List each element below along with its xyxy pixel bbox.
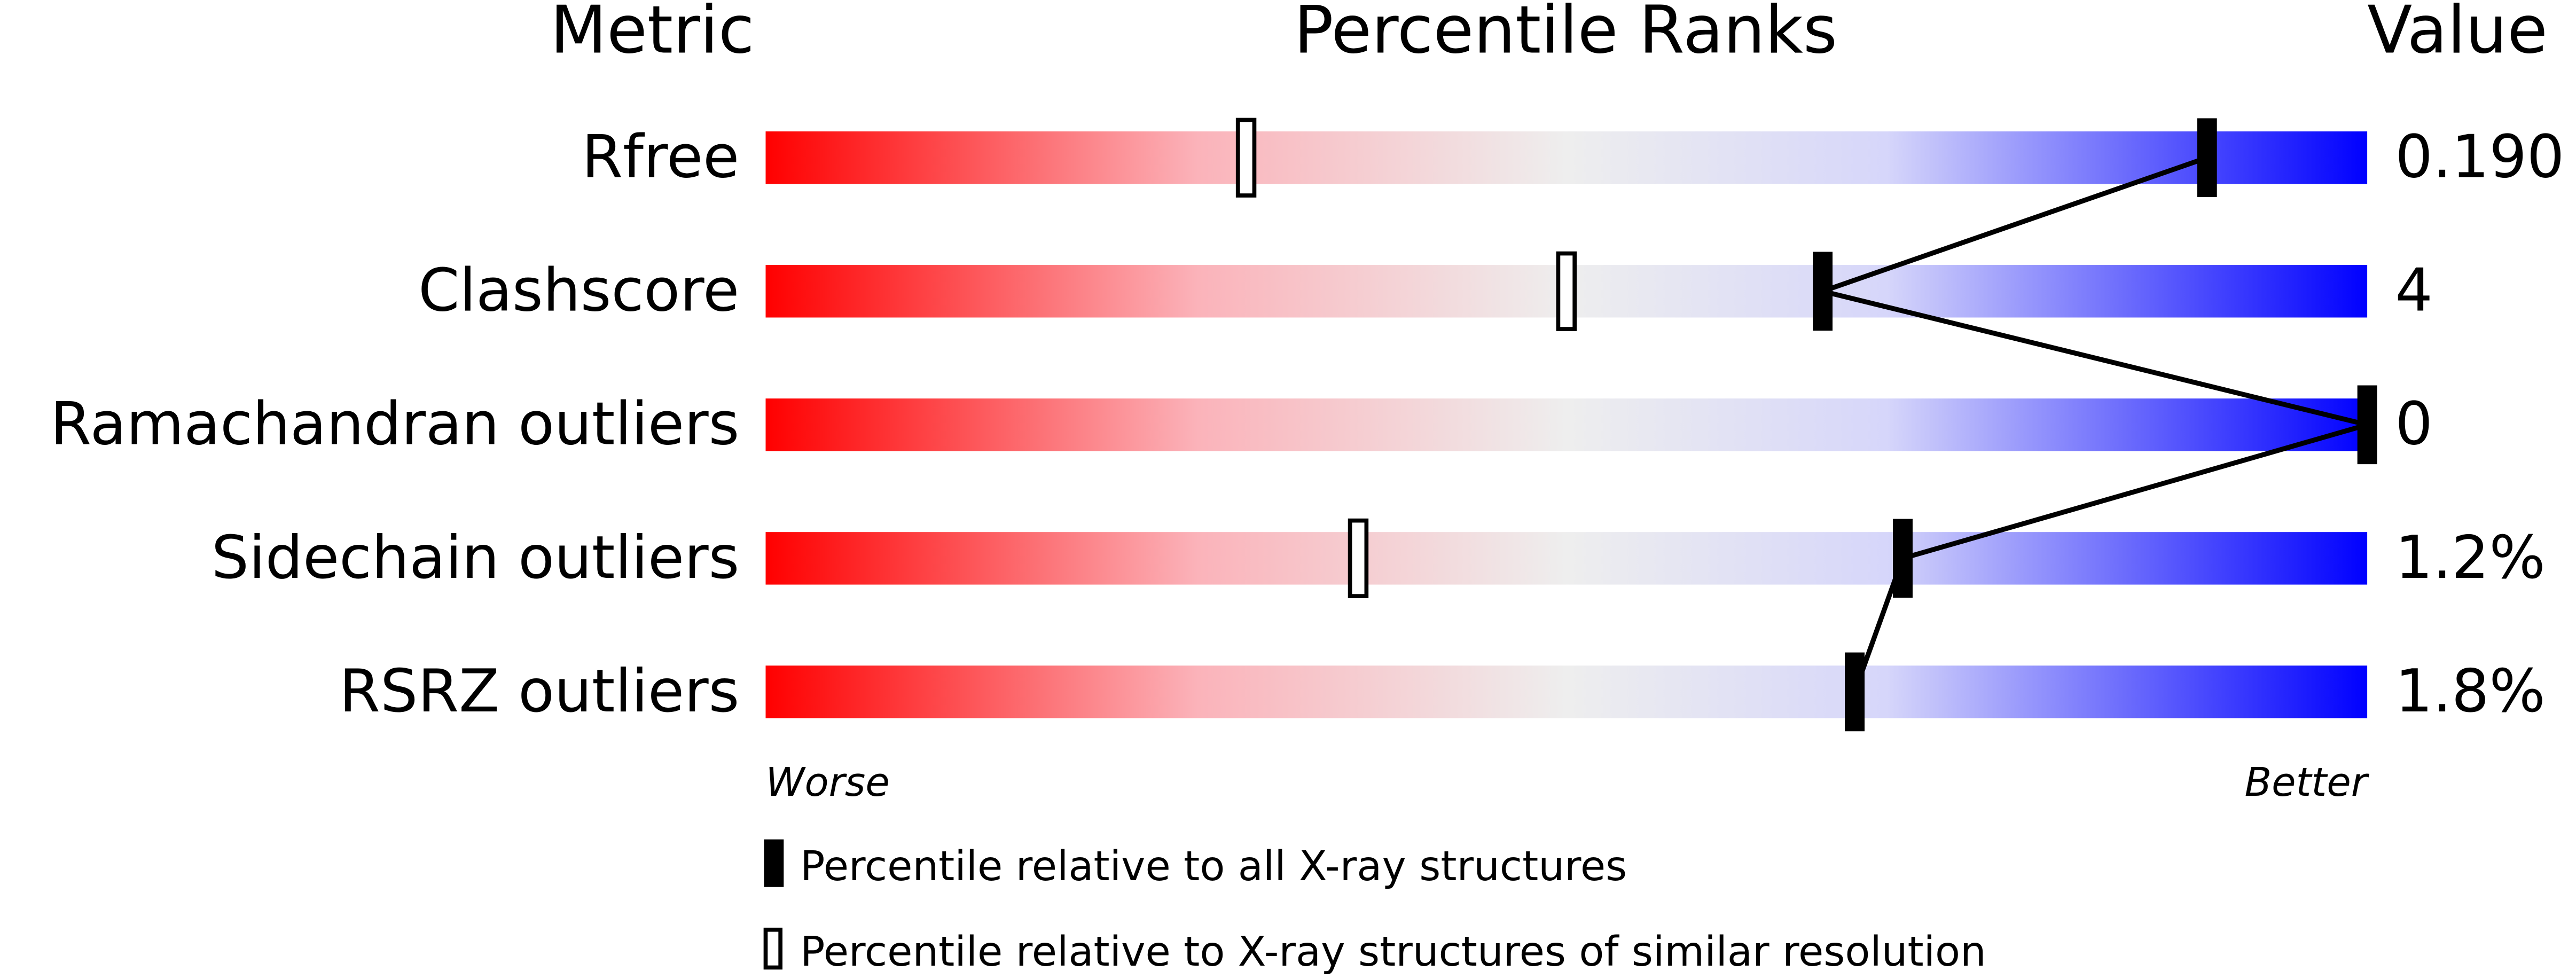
slider-bar [765, 131, 2368, 184]
better-label: Better [2244, 759, 2369, 805]
similar-resolution-marker [1235, 118, 1257, 198]
legend-label: Percentile relative to all X-ray structu… [800, 843, 1627, 890]
markers [1235, 118, 2377, 732]
legend-label: Percentile relative to X-ray structures … [800, 928, 1986, 976]
metric-label: Rfree [582, 123, 739, 192]
all-structures-marker [1893, 519, 1913, 598]
legend-swatch [764, 839, 784, 887]
sliders: Rfree 0.190 Clashscore 4 Ramachandran outlie… [50, 123, 2564, 726]
column-header: Percentile Ranks [1294, 0, 1837, 68]
metric-value: 0 [2395, 390, 2432, 459]
metric-label: Ramachandran outliers [50, 390, 739, 459]
slider-bar [765, 398, 2368, 451]
all-structures-marker [2197, 118, 2217, 198]
column-header: Metric [550, 0, 754, 68]
slider-bar [765, 665, 2368, 718]
metric-value: 0.190 [2395, 123, 2564, 192]
similar-resolution-marker [1348, 518, 1369, 598]
metric-value: 1.2% [2395, 523, 2545, 592]
all-structures-marker [2357, 385, 2377, 465]
column-header: Value [2367, 0, 2548, 68]
metric-value: 1.8% [2395, 657, 2545, 726]
worse-label: Worse [765, 759, 889, 805]
slider-bar [765, 532, 2368, 585]
metric-label: RSRZ outliers [339, 657, 739, 726]
legend-swatch [763, 927, 783, 970]
all-structures-marker [1813, 252, 1833, 331]
all-structures-marker [1845, 652, 1865, 732]
metric-label: Sidechain outliers [212, 523, 740, 592]
metric-label: Clashscore [418, 256, 739, 325]
similar-resolution-marker [1556, 251, 1577, 331]
metric-value: 4 [2395, 256, 2432, 325]
